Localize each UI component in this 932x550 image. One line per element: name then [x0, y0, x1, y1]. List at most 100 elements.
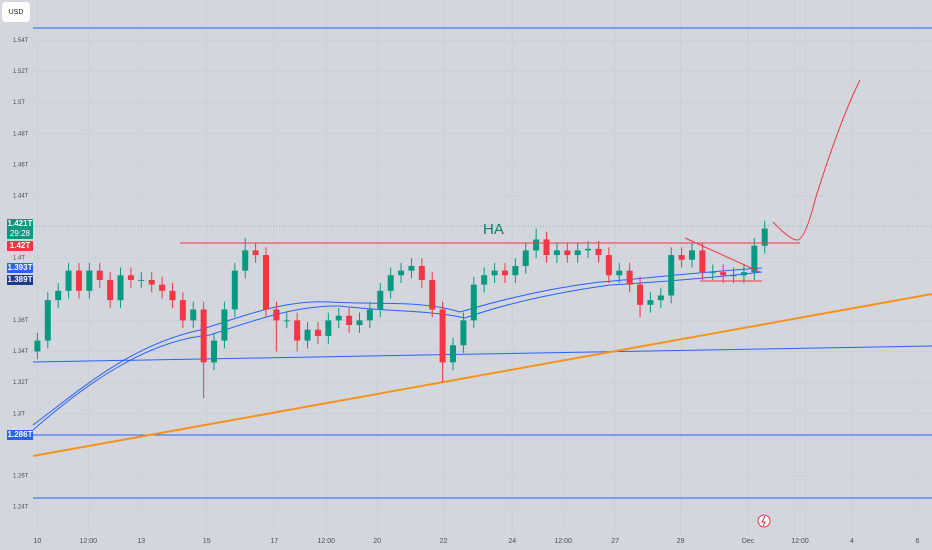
- candle-body: [668, 255, 675, 296]
- candle-body: [709, 272, 716, 274]
- candle-body: [55, 290, 62, 301]
- candle-body: [283, 320, 290, 322]
- candle-body: [626, 270, 633, 285]
- y-tick-label: 1.3T: [13, 411, 25, 417]
- candle-body: [346, 315, 353, 326]
- candle-body: [585, 248, 592, 251]
- badge: [7, 219, 33, 239]
- badge-price: 1.421T: [8, 219, 33, 228]
- candle-body: [481, 275, 488, 285]
- candle-body: [44, 300, 51, 341]
- trend-line: [32, 345, 932, 363]
- y-tick-label: 1.32T: [13, 380, 29, 386]
- projection-path: [772, 79, 861, 241]
- y-tick-label: 1.46T: [13, 162, 29, 168]
- currency-box[interactable]: [2, 2, 30, 22]
- candle-body: [418, 265, 425, 280]
- candle-body: [325, 320, 332, 336]
- candle-body: [543, 239, 550, 256]
- candle-body: [65, 270, 72, 291]
- candle-body: [564, 250, 571, 256]
- candle-body: [221, 309, 228, 341]
- candle-body: [138, 279, 145, 281]
- y-tick-label: 1.36T: [13, 318, 29, 324]
- x-tick-label: 20: [373, 538, 381, 545]
- wedge-line: [684, 237, 761, 273]
- candle-body: [501, 270, 508, 276]
- candle-body: [574, 250, 581, 256]
- candle-body: [127, 275, 134, 280]
- candle-body: [470, 284, 477, 321]
- candle-body: [190, 309, 197, 321]
- badge: [7, 263, 33, 273]
- candle-body: [740, 272, 747, 276]
- candle-body: [657, 295, 664, 301]
- candle-body: [522, 250, 529, 266]
- candle-body: [366, 309, 373, 321]
- badge: [7, 241, 33, 251]
- candle-body: [450, 345, 457, 363]
- candle-body: [252, 250, 259, 256]
- x-tick-label: 6: [916, 538, 920, 545]
- x-tick-label: 12:00: [317, 538, 335, 545]
- candle-body: [117, 275, 124, 301]
- candle-body: [761, 228, 768, 246]
- candle-body: [720, 272, 727, 276]
- candle-body: [262, 255, 269, 310]
- candle-body: [304, 329, 311, 341]
- y-tick-label: 1.34T: [13, 349, 29, 355]
- badge-price: 1.389T: [8, 275, 33, 284]
- candle-body: [314, 329, 321, 336]
- x-tick-label: 27: [611, 538, 619, 545]
- grid: [33, 0, 932, 535]
- x-tick-label: 29: [677, 538, 685, 545]
- x-tick-label: Dec: [742, 538, 755, 545]
- badge-countdown: 29:28: [10, 229, 31, 238]
- x-tick-label: 13: [137, 538, 145, 545]
- candle-body: [356, 320, 363, 326]
- candle-body: [439, 309, 446, 363]
- y-tick-label: 1.4T: [13, 256, 25, 262]
- candle-body: [730, 275, 737, 277]
- candle-body: [242, 250, 249, 271]
- candle-body: [637, 284, 644, 305]
- y-tick-label: 1.5T: [13, 100, 25, 106]
- candle-body: [429, 279, 436, 310]
- badge-price: 1.42T: [10, 241, 31, 250]
- candle-body: [553, 250, 560, 256]
- candle-body: [398, 270, 405, 276]
- x-tick-label: 12:00: [791, 538, 809, 545]
- x-tick-label: 22: [440, 538, 448, 545]
- event-icon-bolt: [761, 515, 766, 527]
- candle-body: [512, 265, 519, 276]
- candle-body: [688, 250, 695, 260]
- y-tick-label: 1.54T: [13, 38, 29, 44]
- candle-body: [595, 248, 602, 256]
- y-tick-label: 1.26T: [13, 473, 29, 479]
- candle-body: [387, 275, 394, 291]
- candle-body: [96, 270, 103, 280]
- x-tick-label: 17: [270, 538, 278, 545]
- candle-body: [647, 300, 654, 305]
- currency: USD: [9, 9, 24, 16]
- y-tick-label: 1.52T: [13, 69, 29, 75]
- x-tick-label: 12:00: [80, 538, 98, 545]
- x-tick-label: 12:00: [554, 538, 572, 545]
- candle-body: [699, 250, 706, 273]
- x-tick-label: 4: [850, 538, 854, 545]
- candle-body: [211, 340, 218, 363]
- x-tick-label: 24: [508, 538, 516, 545]
- x-tick-label: 15: [203, 538, 211, 545]
- candle-body: [678, 255, 685, 260]
- candle-body: [34, 340, 41, 352]
- event-icon[interactable]: [757, 514, 771, 528]
- candle-body: [491, 270, 498, 276]
- candle-body: [200, 309, 207, 363]
- candle-body: [377, 290, 384, 310]
- candle-body: [335, 315, 342, 321]
- badge: [7, 430, 33, 440]
- candle-body: [148, 279, 155, 285]
